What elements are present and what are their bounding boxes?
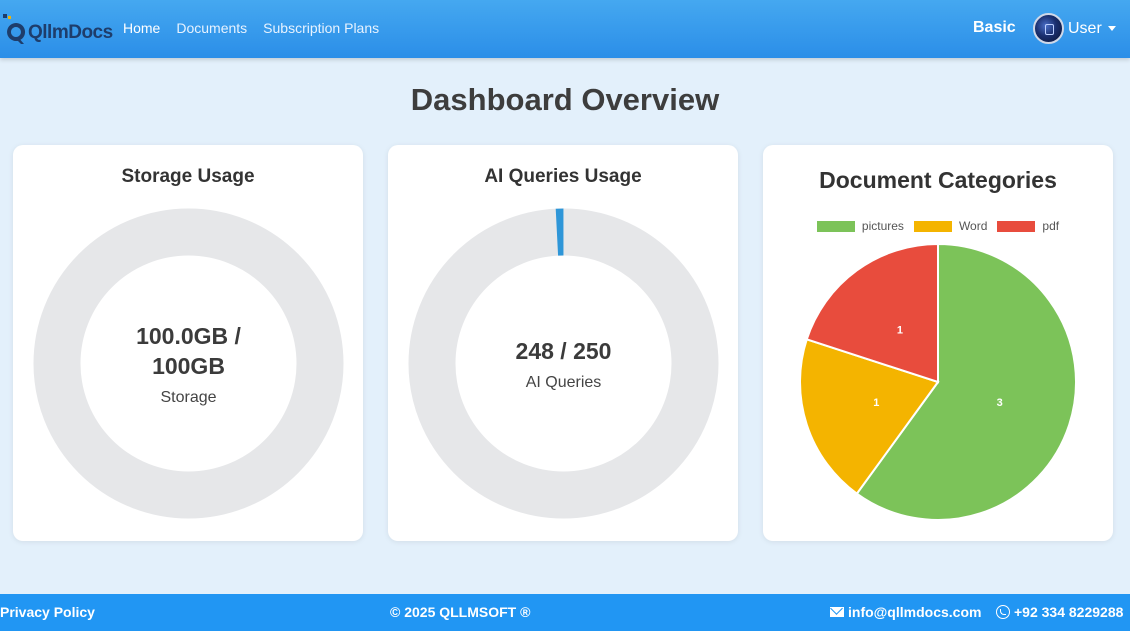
nav-links: Home Documents Subscription Plans xyxy=(123,20,395,36)
legend-label: Word xyxy=(958,219,988,233)
legend-item-pictures[interactable]: pictures xyxy=(816,219,904,233)
document-categories-pie-chart: 3 1 1 xyxy=(799,242,1077,521)
page-title: Dashboard Overview xyxy=(410,82,720,117)
plan-badge: Basic xyxy=(973,19,1016,36)
pie-data-label-pdf: 1 xyxy=(897,325,903,337)
queries-ring-fill xyxy=(408,208,719,519)
nav-subscription-plans-link[interactable]: Subscription Plans xyxy=(263,20,380,36)
copyright-text: © 2025 QLLMSOFT ® xyxy=(390,604,531,620)
logo-icon xyxy=(2,13,30,47)
whatsapp-icon xyxy=(996,605,1010,619)
pie-slice-word[interactable] xyxy=(799,338,940,496)
queries-center-text: 248 / 250 AI Queries xyxy=(408,208,719,519)
storage-card-title: Storage Usage xyxy=(121,166,255,187)
categories-card-title: Document Categories xyxy=(819,167,1057,193)
legend-label: pdf xyxy=(1042,219,1060,233)
pie-data-label-pictures: 3 xyxy=(997,397,1003,409)
pie-slice-pdf[interactable] xyxy=(805,242,939,384)
storage-center-text: 100.0GB / 100GB Storage xyxy=(33,208,344,519)
ai-queries-usage-card: AI Queries Usage 248 / 250 AI Queries xyxy=(388,145,738,541)
storage-value: 100.0GB / 100GB xyxy=(136,322,241,379)
avatar[interactable] xyxy=(1033,13,1064,44)
privacy-policy-link[interactable]: Privacy Policy xyxy=(0,604,95,620)
legend-swatch xyxy=(997,220,1036,232)
legend-label: pictures xyxy=(861,219,904,233)
storage-usage-card: Storage Usage 100.0GB / 100GB Storage xyxy=(13,145,363,541)
legend-swatch xyxy=(913,220,952,232)
pie-legend: pictures Word pdf xyxy=(763,219,1113,233)
chevron-down-icon[interactable] xyxy=(1107,26,1116,31)
mail-icon xyxy=(830,607,844,617)
email-link[interactable]: info@qllmdocs.com xyxy=(830,604,981,620)
top-navbar: QllmDocs Home Documents Subscription Pla… xyxy=(0,0,1130,58)
legend-item-pdf[interactable]: pdf xyxy=(997,219,1059,233)
user-label[interactable]: User xyxy=(1068,19,1102,37)
storage-donut-chart xyxy=(33,208,344,519)
queries-ring-track xyxy=(408,208,719,519)
email-text[interactable]: info@qllmdocs.com xyxy=(848,604,982,620)
pie-slice-pictures[interactable] xyxy=(855,242,1077,521)
queries-label: AI Queries xyxy=(525,373,602,391)
phone-link[interactable]: +92 334 8229288 xyxy=(996,604,1123,620)
pie-data-label-word: 1 xyxy=(873,397,879,409)
queries-value: 248 / 250 xyxy=(515,337,612,364)
legend-swatch xyxy=(816,220,855,232)
user-menu-dropdown[interactable]: User xyxy=(1033,13,1116,44)
queries-donut-chart xyxy=(408,208,719,519)
logo-text: QllmDocs xyxy=(28,22,113,43)
legend-item-word[interactable]: Word xyxy=(913,219,988,233)
phone-text[interactable]: +92 334 8229288 xyxy=(1014,604,1124,620)
footer: Privacy Policy © 2025 QLLMSOFT ® info@ql… xyxy=(0,594,1130,631)
storage-label: Storage xyxy=(160,388,217,406)
brand-logo[interactable]: QllmDocs xyxy=(2,12,113,48)
nav-home-link[interactable]: Home xyxy=(123,20,161,36)
document-categories-card: Document Categories pictures Word pdf 3 1 1 xyxy=(763,145,1113,541)
queries-card-title: AI Queries Usage xyxy=(484,166,642,187)
nav-documents-link[interactable]: Documents xyxy=(176,20,248,36)
storage-ring-track xyxy=(33,208,344,519)
